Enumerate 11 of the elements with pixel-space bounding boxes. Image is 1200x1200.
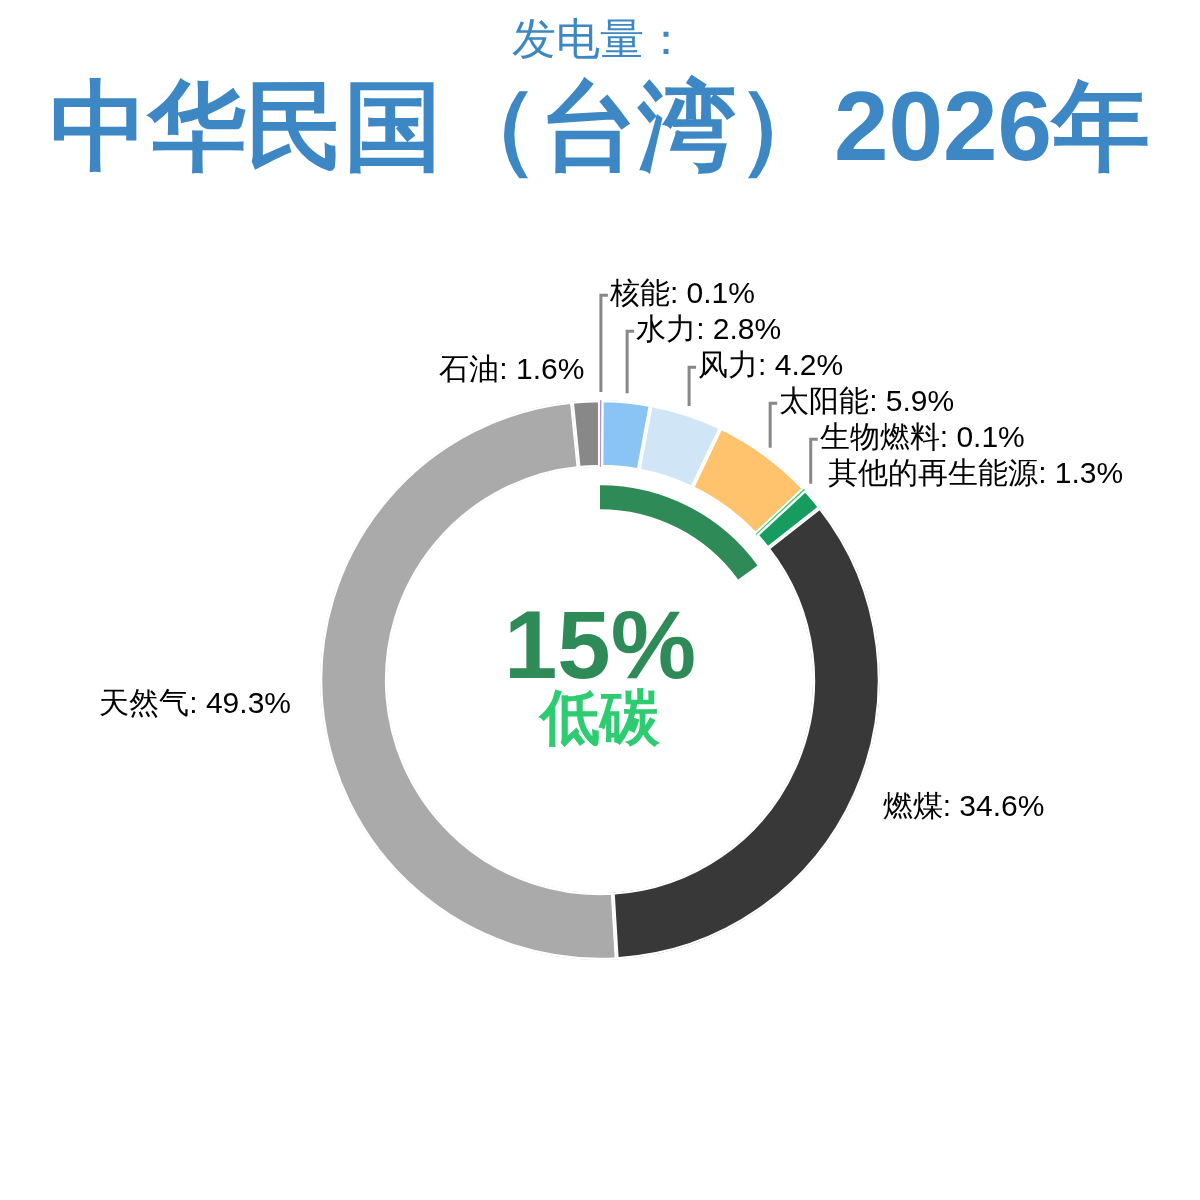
slice-label: 燃煤: 34.6%	[882, 788, 1045, 822]
slice-label: 水力: 2.8%	[636, 312, 782, 346]
slice-label: 核能: 0.1%	[608, 276, 755, 310]
slice-label: 生物燃料: 0.1%	[819, 420, 1025, 454]
slice-label: 其他的再生能源: 1.3%	[828, 456, 1124, 490]
slice-label: 风力: 4.2%	[698, 348, 844, 382]
slice-label: 太阳能: 5.9%	[779, 384, 955, 418]
chart-subtitle: 发电量：	[511, 13, 689, 65]
chart-title: 中华民国（台湾）2026年	[49, 70, 1151, 183]
slice-label: 天然气: 49.3%	[99, 686, 291, 720]
slice-label: 石油: 1.6%	[439, 351, 585, 385]
